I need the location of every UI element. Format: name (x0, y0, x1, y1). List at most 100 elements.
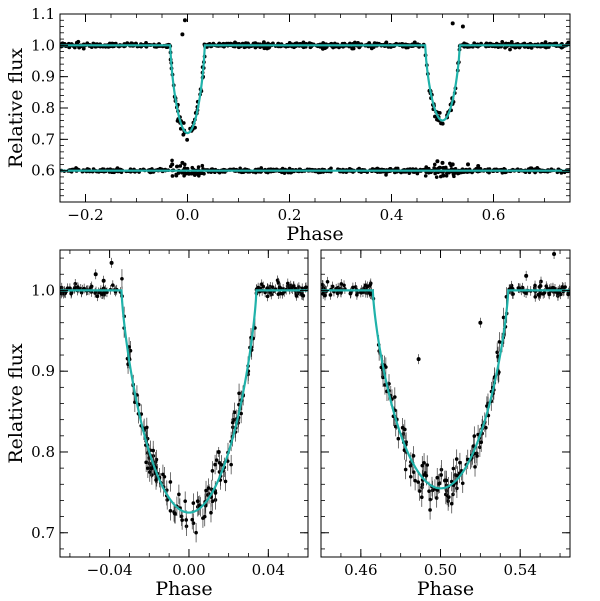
data-point (566, 292, 570, 297)
data-point (154, 478, 158, 482)
data-point (449, 501, 454, 506)
data-point (351, 285, 355, 290)
data-point (443, 478, 447, 483)
data-point (413, 478, 417, 483)
data-point (214, 458, 219, 462)
data-point (428, 508, 432, 512)
residual-point (174, 164, 179, 169)
data-point (454, 457, 459, 461)
data-point (149, 466, 154, 471)
y-tick-label: 1.0 (31, 36, 55, 54)
data-point (447, 495, 451, 499)
outlier-point (552, 252, 557, 257)
data-point (411, 470, 416, 474)
data-point (323, 293, 327, 298)
outlier-point (216, 449, 221, 454)
data-point (500, 39, 505, 44)
x-tick-label: 0.04 (252, 561, 285, 579)
outlier-point (180, 160, 185, 165)
y-tick-label: 0.7 (31, 130, 55, 148)
data-point (65, 286, 70, 290)
data-point (263, 290, 267, 295)
data-point (425, 463, 430, 467)
x-tick-label: 0.0 (176, 206, 200, 224)
data-point (411, 454, 416, 458)
residual-point (182, 173, 186, 178)
data-point (276, 292, 281, 296)
x-axis-label: Phase (286, 223, 343, 245)
data-point (509, 40, 514, 44)
data-point (460, 481, 465, 486)
data-point (427, 489, 431, 493)
outlier-point (476, 163, 481, 168)
data-point (539, 279, 543, 284)
y-tick-label: 1.1 (31, 5, 55, 23)
data-point (165, 498, 170, 502)
residual-point (196, 171, 200, 176)
data-point (261, 284, 266, 289)
residual-point (432, 162, 437, 167)
y-tick-label: 0.6 (31, 162, 55, 180)
data-point (209, 510, 213, 515)
residual-point (200, 163, 205, 168)
data-point (172, 511, 177, 516)
model-fit-line (60, 44, 570, 135)
data-point (538, 284, 543, 288)
data-point (210, 499, 215, 504)
data-point (144, 460, 148, 465)
data-point (547, 291, 551, 296)
data-point (93, 291, 97, 295)
data-point (563, 285, 567, 289)
residual-point (288, 170, 293, 175)
data-point (325, 279, 330, 284)
data-point (508, 47, 512, 52)
data-point (184, 518, 189, 522)
data-point (213, 491, 218, 495)
data-point (229, 462, 233, 467)
x-tick-label: −0.2 (67, 206, 103, 224)
residual-point (191, 170, 195, 175)
y-axis: 0.7 0.8 0.9 1.0 (31, 257, 308, 550)
chart-bottom-left: −0.04 0.00 0.04 0.7 0.8 0.9 1.0 Phase Relative f… (5, 249, 309, 600)
data-point (270, 285, 275, 289)
y-axis: 0.6 0.7 0.8 0.9 1.0 1.1 (31, 5, 570, 203)
x-axis: −0.2 0.0 0.2 0.4 0.6 (59, 14, 571, 224)
data-point (213, 462, 217, 467)
x-tick-label: 0.50 (424, 561, 457, 579)
y-tick-label: 0.9 (31, 362, 55, 380)
data-point (420, 463, 425, 468)
data-point (232, 410, 237, 415)
data-point (408, 474, 413, 479)
data-point (439, 473, 443, 477)
residual-point (259, 166, 264, 170)
data-point (95, 294, 100, 299)
residual-point (444, 165, 448, 170)
data-point (335, 291, 340, 296)
data-point (348, 291, 353, 296)
data-point (120, 276, 124, 281)
data-point (201, 516, 205, 520)
data-point (330, 284, 335, 289)
data-point (300, 286, 305, 291)
outlier-point (435, 159, 440, 164)
residual-points (60, 158, 570, 179)
residual-point (178, 164, 183, 168)
data-point (352, 40, 357, 45)
x-tick-label: −0.04 (87, 561, 133, 579)
outlier-point (109, 260, 114, 265)
plot-area (60, 257, 308, 543)
residual-point (238, 166, 242, 171)
data-point (291, 284, 296, 289)
data-point (446, 499, 450, 503)
data-point (495, 350, 499, 355)
data-point (179, 514, 184, 519)
x-axis: −0.04 0.00 0.04 (69, 250, 309, 579)
data-point (557, 290, 561, 295)
y-tick-label: 1.0 (31, 281, 55, 299)
data-point (180, 518, 184, 522)
data-point (451, 466, 456, 471)
residual-point (170, 174, 175, 178)
data-point (185, 137, 190, 142)
data-point (191, 501, 196, 505)
outlier-point (450, 162, 455, 167)
